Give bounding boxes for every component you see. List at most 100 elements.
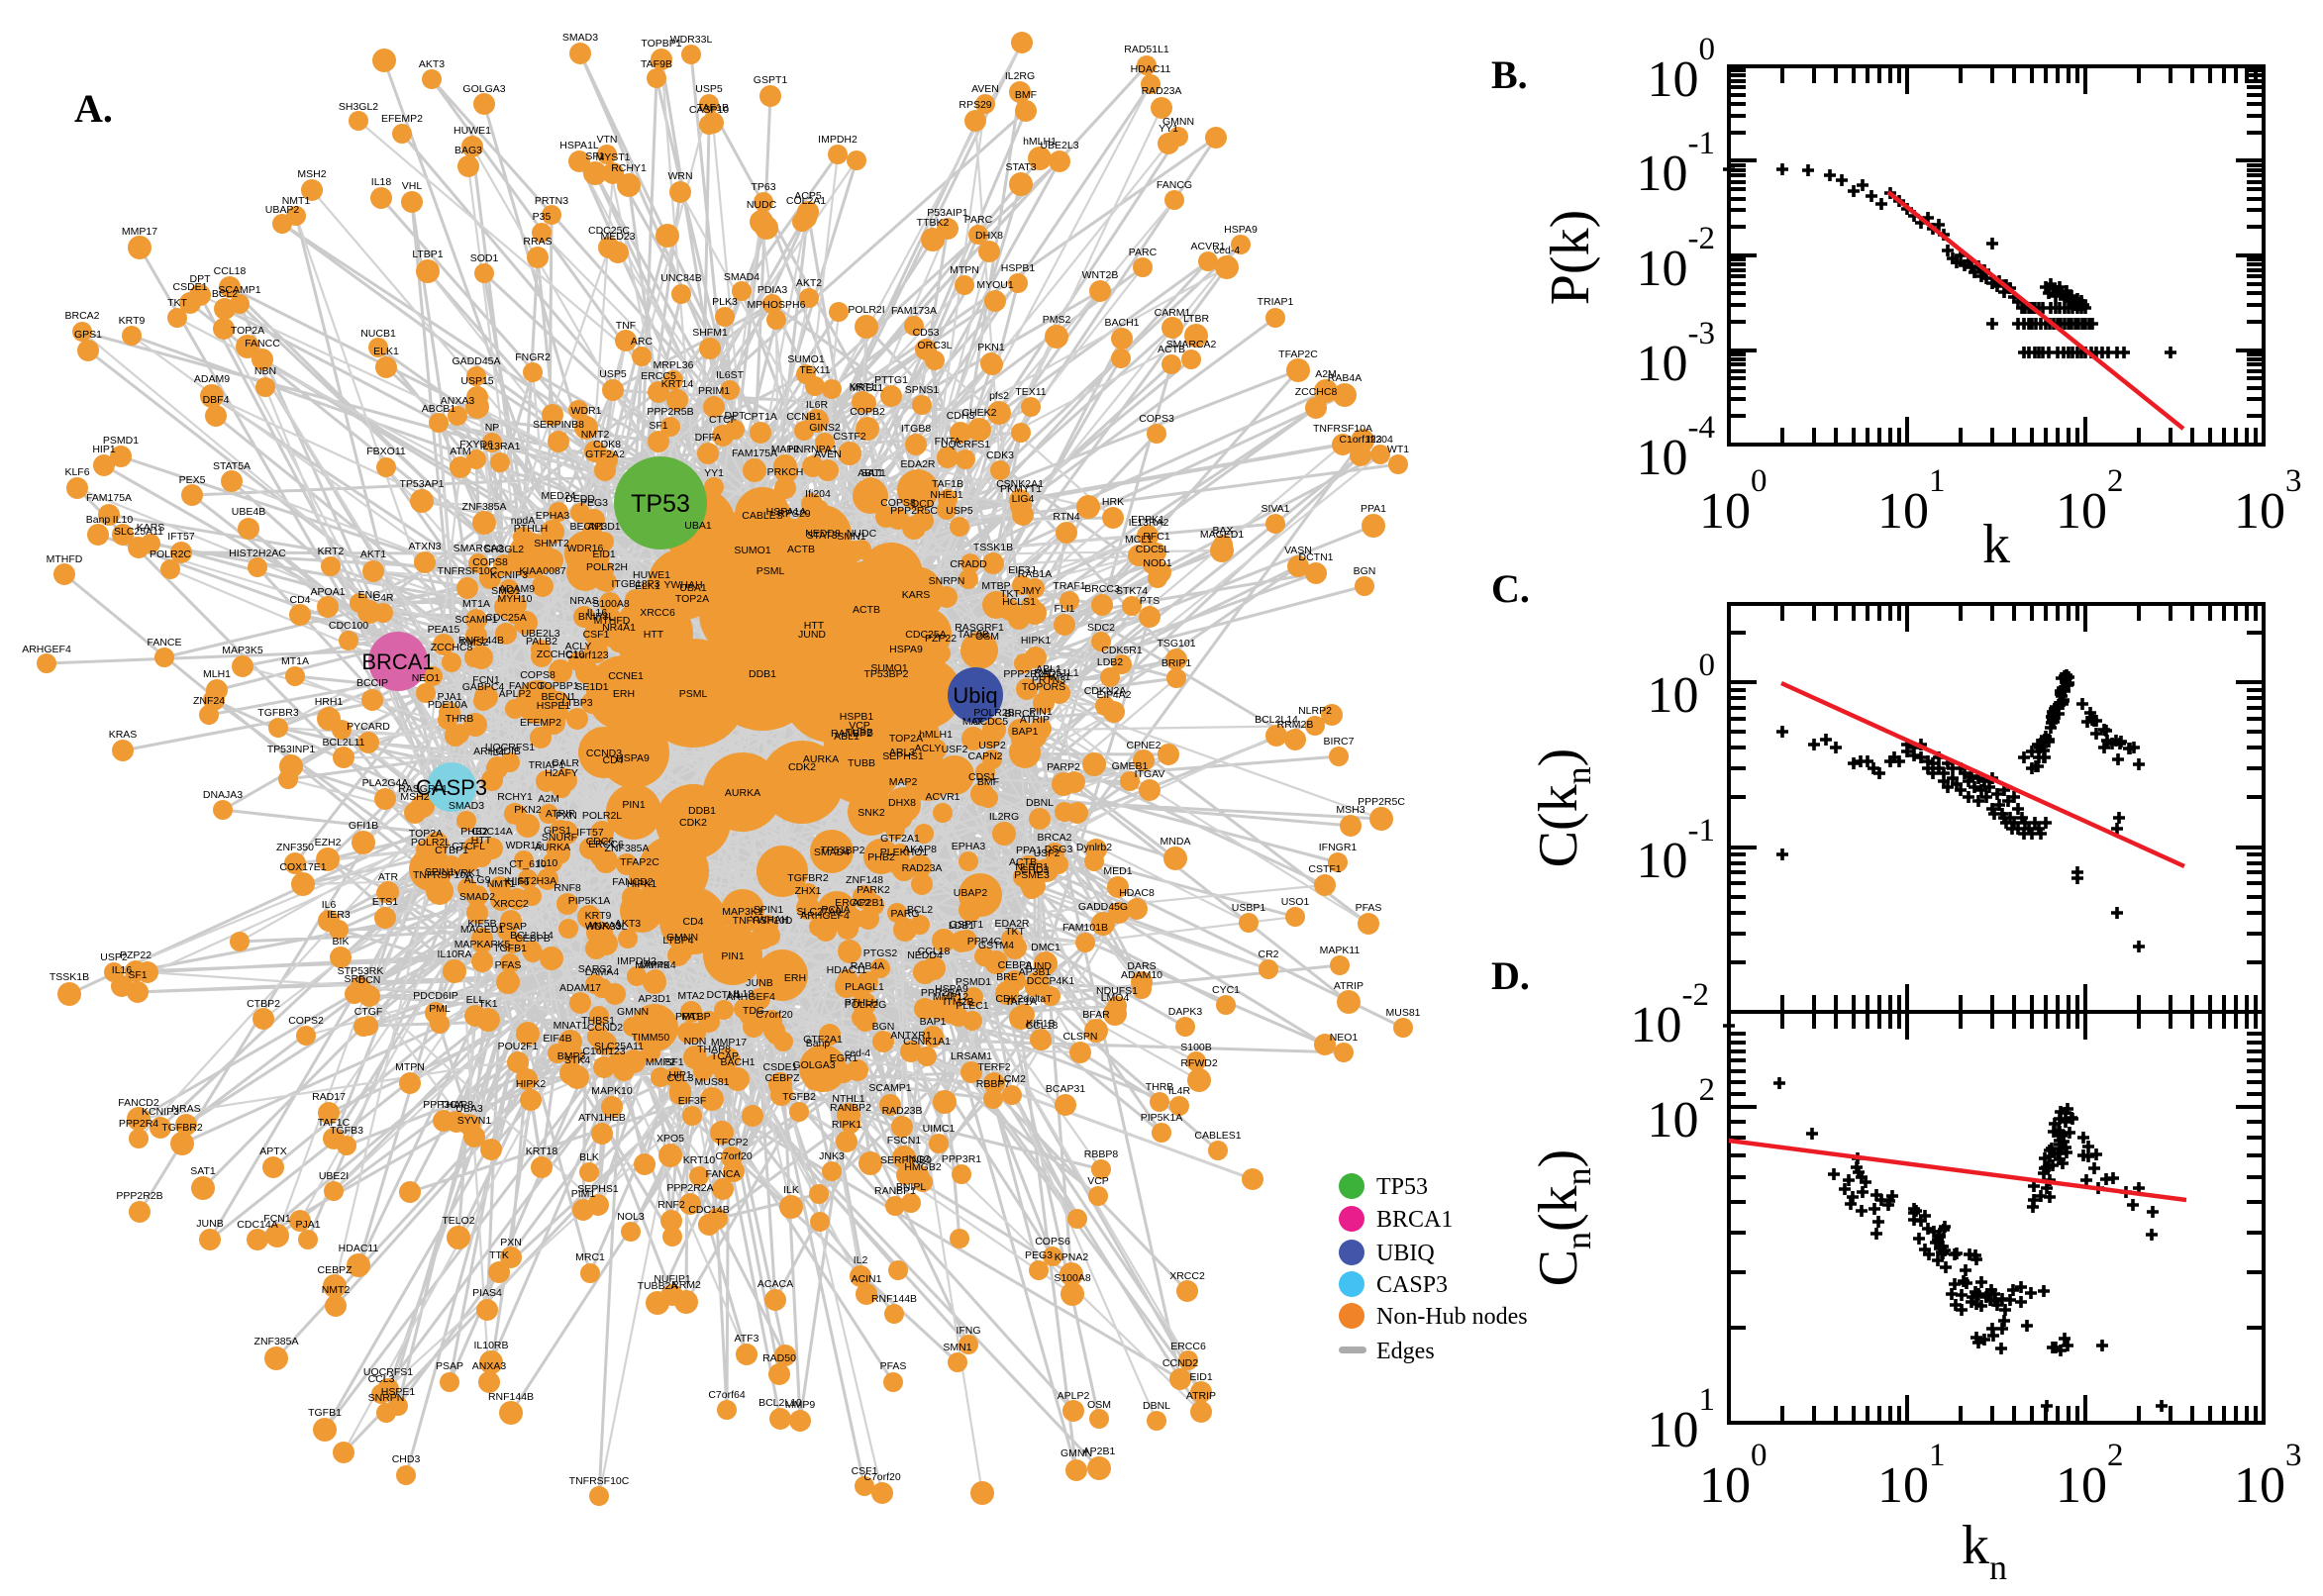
- svg-text:Edges: Edges: [1376, 1339, 1435, 1364]
- svg-text:AKAP8: AKAP8: [903, 844, 937, 855]
- svg-text:ERCC2: ERCC2: [835, 897, 870, 909]
- svg-text:PSME3: PSME3: [1014, 869, 1050, 881]
- svg-text:MT1A: MT1A: [281, 655, 309, 667]
- svg-text:MED24: MED24: [541, 490, 575, 502]
- svg-text:MMP2: MMP2: [646, 1056, 675, 1068]
- svg-text:NDUFS1: NDUFS1: [1096, 985, 1138, 997]
- svg-text:ELK1: ELK1: [373, 346, 399, 357]
- svg-text:P35: P35: [533, 211, 552, 223]
- svg-text:SIVA1: SIVA1: [1262, 503, 1290, 515]
- svg-text:AURKA: AURKA: [535, 842, 570, 853]
- svg-text:IL10RB: IL10RB: [473, 1340, 508, 1351]
- svg-text:PALB2: PALB2: [526, 636, 557, 648]
- svg-text:NLRP2: NLRP2: [1298, 705, 1332, 717]
- svg-text:ZNF350: ZNF350: [276, 842, 314, 853]
- svg-text:PLA2G4A: PLA2G4A: [362, 777, 409, 789]
- svg-text:EIF3F: EIF3F: [678, 1095, 707, 1107]
- svg-text:PDCD6IP: PDCD6IP: [413, 990, 458, 1002]
- svg-text:ACLY: ACLY: [565, 641, 592, 652]
- svg-text:SPNS1: SPNS1: [905, 384, 940, 396]
- svg-text:HDAC11: HDAC11: [827, 964, 867, 976]
- svg-text:MAP2: MAP2: [889, 776, 918, 788]
- svg-text:EPHA3: EPHA3: [952, 841, 986, 852]
- svg-text:TAF1A: TAF1A: [1005, 996, 1037, 1008]
- svg-text:NRAS: NRAS: [569, 595, 598, 607]
- svg-text:GSPT1: GSPT1: [950, 919, 984, 931]
- svg-text:KLF6: KLF6: [504, 876, 529, 888]
- svg-text:BFAR: BFAR: [1082, 1009, 1110, 1021]
- svg-text:KRT9: KRT9: [119, 315, 146, 327]
- svg-text:CEBPZ: CEBPZ: [764, 1072, 800, 1084]
- svg-text:KARS: KARS: [902, 589, 931, 601]
- svg-text:ZNF385A: ZNF385A: [254, 1336, 299, 1347]
- svg-text:KRT14: KRT14: [661, 378, 694, 390]
- svg-text:HIST2H3A: HIST2H3A: [507, 875, 556, 887]
- svg-text:IL18: IL18: [734, 988, 755, 1000]
- svg-text:UIMC1: UIMC1: [923, 1123, 956, 1135]
- svg-text:STAT5A: STAT5A: [213, 460, 251, 472]
- svg-text:CCND3: CCND3: [586, 748, 622, 759]
- svg-text:SEPHS1: SEPHS1: [882, 750, 924, 762]
- svg-text:GFI1B: GFI1B: [349, 820, 378, 832]
- svg-text:PML: PML: [429, 1003, 451, 1015]
- svg-text:PFAS: PFAS: [1356, 902, 1382, 914]
- svg-text:PRTN3: PRTN3: [1032, 674, 1065, 686]
- svg-text:NRAS: NRAS: [171, 1103, 200, 1115]
- svg-text:SF1: SF1: [128, 969, 147, 981]
- svg-text:DPT: DPT: [725, 410, 747, 422]
- svg-text:CCL3: CCL3: [368, 1373, 395, 1385]
- svg-text:FAM175A: FAM175A: [86, 492, 132, 504]
- svg-text:SPIN1: SPIN1: [754, 904, 784, 916]
- svg-text:BRCA1: BRCA1: [361, 649, 434, 674]
- svg-text:SHMT2: SHMT2: [534, 538, 569, 549]
- svg-text:ABCB1: ABCB1: [422, 403, 456, 415]
- svg-text:COPS8: COPS8: [880, 497, 916, 509]
- svg-text:SNURF: SNURF: [542, 832, 577, 844]
- svg-text:RAD50: RAD50: [762, 1352, 796, 1364]
- svg-text:ADAM17: ADAM17: [559, 982, 601, 994]
- svg-text:GPS1: GPS1: [74, 329, 102, 341]
- svg-text:CHD3: CHD3: [1021, 864, 1050, 876]
- svg-text:USP5: USP5: [695, 83, 723, 95]
- svg-text:GMNN: GMNN: [617, 1006, 649, 1018]
- svg-text:S100A8: S100A8: [592, 598, 630, 610]
- svg-text:FXYD6: FXYD6: [459, 439, 493, 450]
- svg-text:CASP10: CASP10: [689, 104, 729, 116]
- svg-text:XRCC2: XRCC2: [1169, 1270, 1205, 1282]
- svg-text:XPO5: XPO5: [656, 1133, 684, 1145]
- svg-text:IL2RG: IL2RG: [1005, 70, 1035, 82]
- svg-text:MAP2: MAP2: [771, 444, 800, 455]
- svg-text:IL16: IL16: [587, 607, 608, 619]
- svg-text:TTBK2: TTBK2: [917, 217, 950, 229]
- svg-text:JMY: JMY: [1021, 585, 1042, 597]
- svg-text:SNRPN: SNRPN: [368, 1392, 405, 1404]
- svg-text:RRAS: RRAS: [523, 236, 552, 248]
- svg-text:DSG3: DSG3: [1045, 844, 1073, 855]
- svg-text:TDG: TDG: [743, 1005, 764, 1017]
- svg-text:FANCC: FANCC: [245, 338, 280, 349]
- svg-text:KARS: KARS: [137, 522, 165, 534]
- svg-text:LTBP1: LTBP1: [412, 249, 443, 260]
- svg-text:SRF: SRF: [345, 973, 365, 985]
- svg-text:EDA2R: EDA2R: [900, 458, 935, 470]
- svg-text:SMN1: SMN1: [837, 531, 865, 543]
- svg-text:HIPK1: HIPK1: [627, 878, 657, 890]
- svg-text:IL18: IL18: [371, 176, 392, 188]
- svg-text:STK4: STK4: [564, 1054, 590, 1066]
- svg-text:APLP2: APLP2: [1058, 1390, 1090, 1402]
- svg-text:IFT57: IFT57: [576, 827, 604, 839]
- svg-text:NOD1: NOD1: [1143, 557, 1171, 569]
- svg-text:IL4: IL4: [490, 747, 505, 758]
- svg-text:GOLGA3: GOLGA3: [792, 1059, 835, 1071]
- svg-text:FNTA: FNTA: [935, 436, 961, 448]
- svg-text:TOPBP1: TOPBP1: [641, 38, 681, 50]
- svg-text:HSPA9: HSPA9: [616, 752, 650, 764]
- svg-text:CASP3: CASP3: [416, 775, 487, 800]
- svg-text:SF1: SF1: [649, 420, 667, 432]
- svg-text:AKT3: AKT3: [419, 58, 445, 70]
- svg-text:BRCC3: BRCC3: [1084, 583, 1120, 595]
- svg-text:C(kn): C(kn): [1528, 748, 1598, 868]
- svg-text:JUNB: JUNB: [746, 977, 772, 989]
- svg-text:PHB2: PHB2: [867, 851, 895, 863]
- svg-text:CSF1: CSF1: [583, 629, 610, 641]
